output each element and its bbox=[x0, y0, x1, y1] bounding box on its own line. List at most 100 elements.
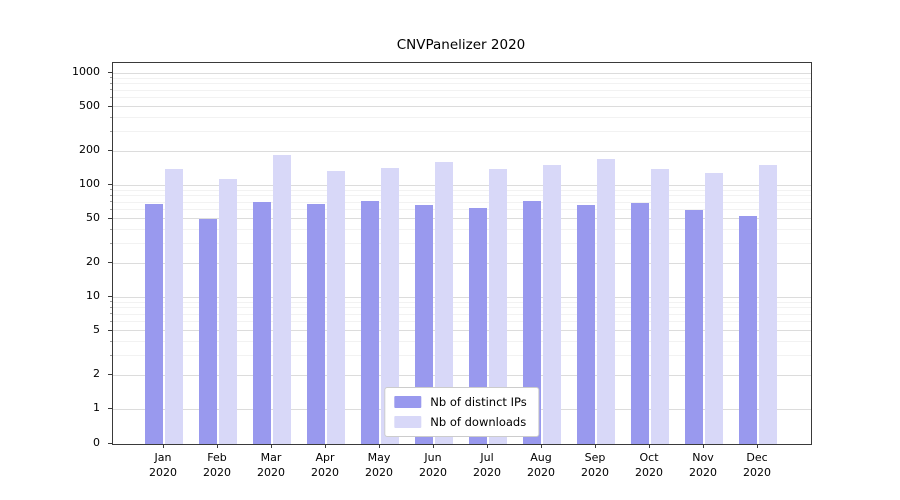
bar-downloads bbox=[381, 167, 399, 444]
x-tick-mark bbox=[217, 444, 218, 448]
x-tick-label: May 2020 bbox=[347, 450, 411, 480]
legend-swatch-downloads bbox=[394, 416, 422, 428]
bar-distinct-ips bbox=[415, 205, 433, 444]
legend-swatch-distinct-ips bbox=[394, 396, 422, 408]
gridline-minor bbox=[113, 341, 811, 343]
x-tick-label-year: 2020 bbox=[527, 466, 555, 479]
x-tick-label-year: 2020 bbox=[581, 466, 609, 479]
y-tick-mark bbox=[108, 296, 112, 297]
y-tick-mark bbox=[108, 262, 112, 264]
y-minor-tick-mark bbox=[110, 201, 112, 203]
x-tick-label: Jul 2020 bbox=[455, 450, 519, 480]
bar-downloads bbox=[273, 155, 291, 444]
y-minor-tick-mark bbox=[110, 340, 112, 342]
y-tick-mark bbox=[108, 329, 112, 331]
y-minor-tick-mark bbox=[110, 313, 112, 315]
y-minor-tick-mark bbox=[110, 320, 112, 322]
bar-distinct-ips bbox=[685, 209, 703, 444]
x-tick-mark bbox=[163, 444, 164, 448]
y-minor-tick-mark bbox=[110, 96, 112, 98]
x-tick-label-month: Mar bbox=[260, 451, 282, 464]
legend-label-distinct-ips: Nb of distinct IPs bbox=[430, 395, 527, 409]
gridline-major bbox=[113, 72, 811, 74]
x-tick-label: Nov 2020 bbox=[671, 450, 735, 480]
y-minor-tick-mark bbox=[110, 354, 112, 356]
gridline-major bbox=[113, 184, 811, 186]
gridline-major bbox=[113, 106, 811, 108]
x-tick-mark bbox=[433, 444, 434, 448]
bar-downloads bbox=[651, 168, 669, 444]
gridline-minor bbox=[113, 229, 811, 231]
x-tick-label: Jun 2020 bbox=[401, 450, 465, 480]
x-tick-label-year: 2020 bbox=[257, 466, 285, 479]
x-tick-label-month: Feb bbox=[207, 451, 227, 464]
x-tick-label-year: 2020 bbox=[473, 466, 501, 479]
x-tick-label-month: Jul bbox=[480, 451, 494, 464]
y-minor-tick-mark bbox=[110, 306, 112, 308]
x-tick-label-month: Jan bbox=[154, 451, 172, 464]
y-tick-label: 5 bbox=[93, 322, 100, 336]
bar-downloads bbox=[435, 162, 453, 444]
y-tick-mark bbox=[108, 408, 112, 409]
y-minor-tick-mark bbox=[110, 208, 112, 210]
y-tick-mark bbox=[108, 105, 112, 107]
y-tick-label: 200 bbox=[79, 143, 100, 157]
gridline-minor bbox=[113, 307, 811, 309]
bar-downloads bbox=[705, 173, 723, 444]
y-tick-mark bbox=[108, 150, 112, 152]
gridline-minor bbox=[113, 89, 811, 91]
x-tick-label-year: 2020 bbox=[689, 466, 717, 479]
x-tick-label-year: 2020 bbox=[311, 466, 339, 479]
x-tick-label-month: Nov bbox=[692, 451, 714, 464]
y-tick-label: 1 bbox=[93, 401, 100, 414]
gridline-minor bbox=[113, 301, 811, 303]
gridline-minor bbox=[113, 313, 811, 315]
x-tick-label-month: Aug bbox=[530, 451, 552, 464]
x-tick-label: Sep 2020 bbox=[563, 450, 627, 480]
gridline-major bbox=[113, 150, 811, 152]
y-tick-label: 50 bbox=[86, 210, 100, 224]
x-tick-label-year: 2020 bbox=[365, 466, 393, 479]
x-tick-mark bbox=[595, 444, 596, 448]
x-tick-mark bbox=[379, 444, 380, 448]
x-tick-label-month: Dec bbox=[746, 451, 768, 464]
bar-distinct-ips bbox=[199, 218, 217, 444]
bar-distinct-ips bbox=[307, 203, 325, 444]
bar-distinct-ips bbox=[253, 202, 271, 444]
y-tick-mark bbox=[108, 184, 112, 185]
x-tick-label-year: 2020 bbox=[743, 466, 771, 479]
gridline-major bbox=[113, 218, 811, 220]
bar-distinct-ips bbox=[523, 201, 541, 444]
x-tick-label: Aug 2020 bbox=[509, 450, 573, 480]
x-tick-label-year: 2020 bbox=[149, 466, 177, 479]
bar-distinct-ips bbox=[631, 203, 649, 444]
bar-distinct-ips bbox=[145, 203, 163, 444]
y-minor-tick-mark bbox=[110, 301, 112, 303]
bar-distinct-ips bbox=[577, 204, 595, 444]
bar-downloads bbox=[543, 164, 561, 444]
x-tick-label-year: 2020 bbox=[203, 466, 231, 479]
gridline-major bbox=[113, 262, 811, 264]
y-minor-tick-mark bbox=[110, 194, 112, 196]
gridline-minor bbox=[113, 201, 811, 203]
x-tick-mark bbox=[325, 444, 326, 448]
y-tick-label: 500 bbox=[79, 98, 100, 112]
gridline-minor bbox=[113, 189, 811, 191]
bar-downloads bbox=[759, 165, 777, 444]
gridline-minor bbox=[113, 97, 811, 99]
y-tick-label: 2 bbox=[93, 367, 100, 381]
bar-downloads bbox=[489, 169, 507, 444]
y-minor-tick-mark bbox=[110, 116, 112, 118]
gridline-minor bbox=[113, 195, 811, 197]
bar-distinct-ips bbox=[469, 208, 487, 444]
x-tick-label-month: Oct bbox=[639, 451, 659, 464]
x-tick-label: Jan 2020 bbox=[131, 450, 195, 480]
legend-entry-downloads: Nb of downloads bbox=[394, 415, 526, 429]
x-tick-label-month: Sep bbox=[584, 451, 606, 464]
y-minor-tick-mark bbox=[110, 242, 112, 244]
gridline-minor bbox=[113, 355, 811, 357]
legend-entry-distinct-ips: Nb of distinct IPs bbox=[394, 395, 527, 409]
y-tick-mark bbox=[108, 217, 112, 219]
gridline-minor bbox=[113, 77, 811, 79]
